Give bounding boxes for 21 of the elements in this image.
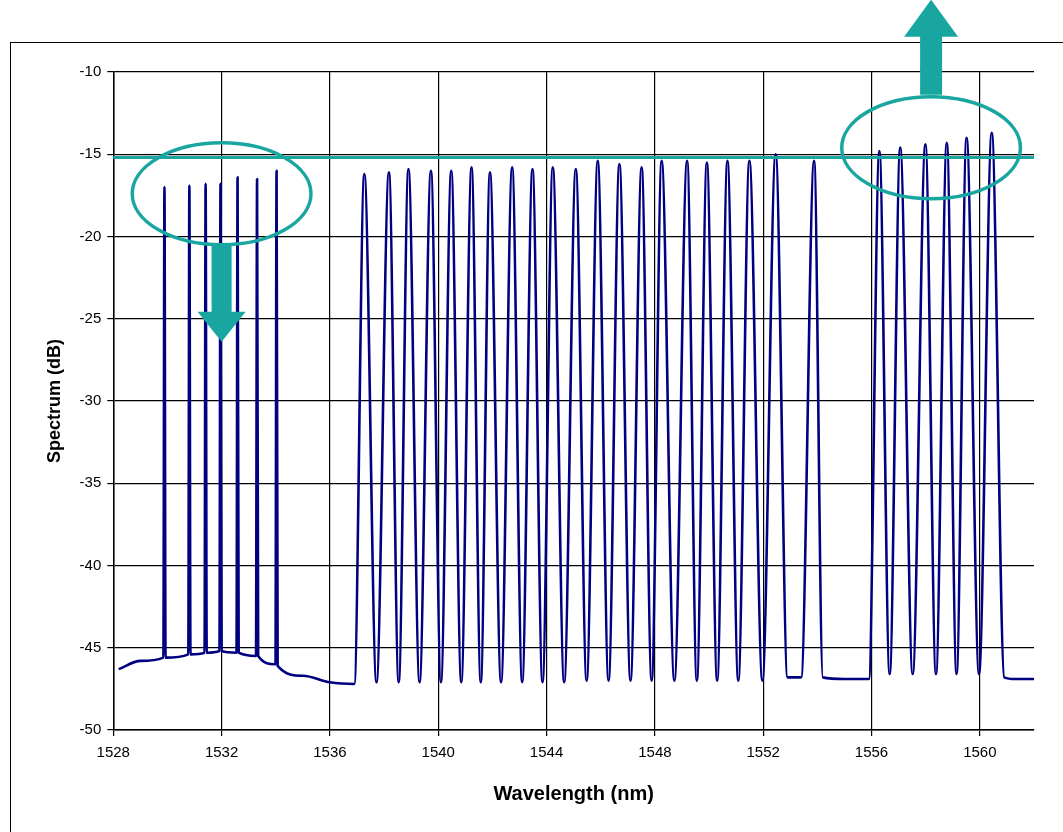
x-tick-label: 1548 — [638, 743, 672, 761]
y-axis-title: Spectrum (dB) — [43, 338, 64, 464]
y-tick-label: -25 — [79, 308, 102, 326]
x-tick-label: 1540 — [421, 743, 455, 761]
line-series — [117, 131, 1034, 686]
x-axis-title: Wavelength (nm) — [493, 781, 654, 804]
x-tick-label: 1532 — [204, 743, 239, 761]
y-tick-label: -40 — [79, 555, 102, 573]
y-tick-label: -10 — [79, 62, 102, 80]
y-tick-label: -50 — [79, 720, 102, 738]
y-tick-label: -20 — [79, 226, 102, 244]
x-tick-label: 1560 — [963, 743, 997, 761]
x-tick-label: 1552 — [746, 743, 780, 761]
y-tick-label: -45 — [79, 637, 102, 655]
y-tick-label: -30 — [79, 391, 102, 409]
x-tick-label: 1544 — [529, 743, 564, 761]
x-tick-label: 1528 — [96, 743, 130, 761]
x-tick-label: 1536 — [313, 743, 347, 761]
y-tick-label: -15 — [79, 144, 102, 162]
y-tick-label: -35 — [79, 473, 102, 491]
x-tick-label: 1556 — [854, 743, 889, 761]
